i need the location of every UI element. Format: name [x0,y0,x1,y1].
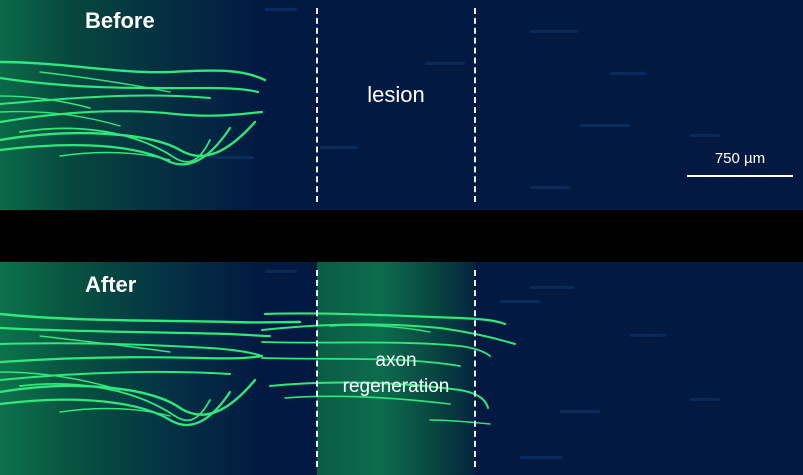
axon-fiber [0,354,264,364]
lesion-boundary-right [474,8,476,202]
axon-fiber [0,110,121,127]
background-speck [530,286,574,289]
regenerated-axon [261,341,491,357]
axon-fiber [0,110,264,124]
background-speck [690,398,720,401]
axon-fiber [0,312,302,324]
panel-divider [0,210,803,262]
axon-fiber [0,60,267,82]
before-panel: Before lesion 750 µm [0,0,803,210]
background-speck [320,146,358,149]
scale-bar [687,175,793,177]
regenerated-axon [263,312,507,326]
axon-fiber [0,371,231,381]
background-speck [690,134,720,137]
lesion-boundary-left [316,270,318,467]
regeneration-zone [317,262,475,475]
axon-fiber [0,120,257,158]
after-axon-fibers [0,312,516,427]
axon-fiber [59,151,171,161]
lesion-boundary-left [316,8,318,202]
axon-fiber [0,342,263,357]
background-speck [500,300,540,303]
axon-fiber [19,383,211,422]
before-title: Before [85,8,155,33]
background-speck [530,186,570,189]
axon-fiber [0,378,257,416]
regeneration-label: axon regeneration [320,348,472,400]
axon-fiber [39,335,171,353]
scale-bar-label: 750 µm [714,150,766,167]
background-speck [425,62,465,65]
background-speck [560,410,600,413]
regenerated-axon [284,395,451,405]
regenerated-axon [429,419,491,425]
background-speck [520,456,562,459]
regenerated-axon [269,381,489,409]
axon-fiber [0,371,121,391]
lesion-boundary-right [474,270,476,467]
before-background [0,0,803,210]
regeneration-label-line1: axon [375,350,417,371]
after-panel: After axon regeneration [0,262,803,475]
background-speck [580,124,630,127]
lesion-label: lesion [367,82,425,107]
regeneration-label-line2: regeneration [342,376,450,397]
axon-fiber [0,76,260,94]
background-speck [265,8,297,11]
after-title: After [85,272,137,297]
axon-fiber [0,94,211,105]
regenerated-axon [329,324,431,333]
axon-fiber [0,390,232,427]
background-speck [530,30,578,33]
background-speck [610,72,646,75]
background-speck [630,334,666,337]
axon-fiber [59,407,171,417]
axon-fiber [39,71,171,93]
axon-fiber [0,95,91,109]
background-speck [265,270,297,273]
axon-fiber [19,127,211,163]
regenerated-axon [261,357,461,367]
regenerated-axon [261,323,516,345]
before-axon-fibers [0,60,267,166]
axon-fiber [0,326,272,338]
background-speck [210,156,254,159]
